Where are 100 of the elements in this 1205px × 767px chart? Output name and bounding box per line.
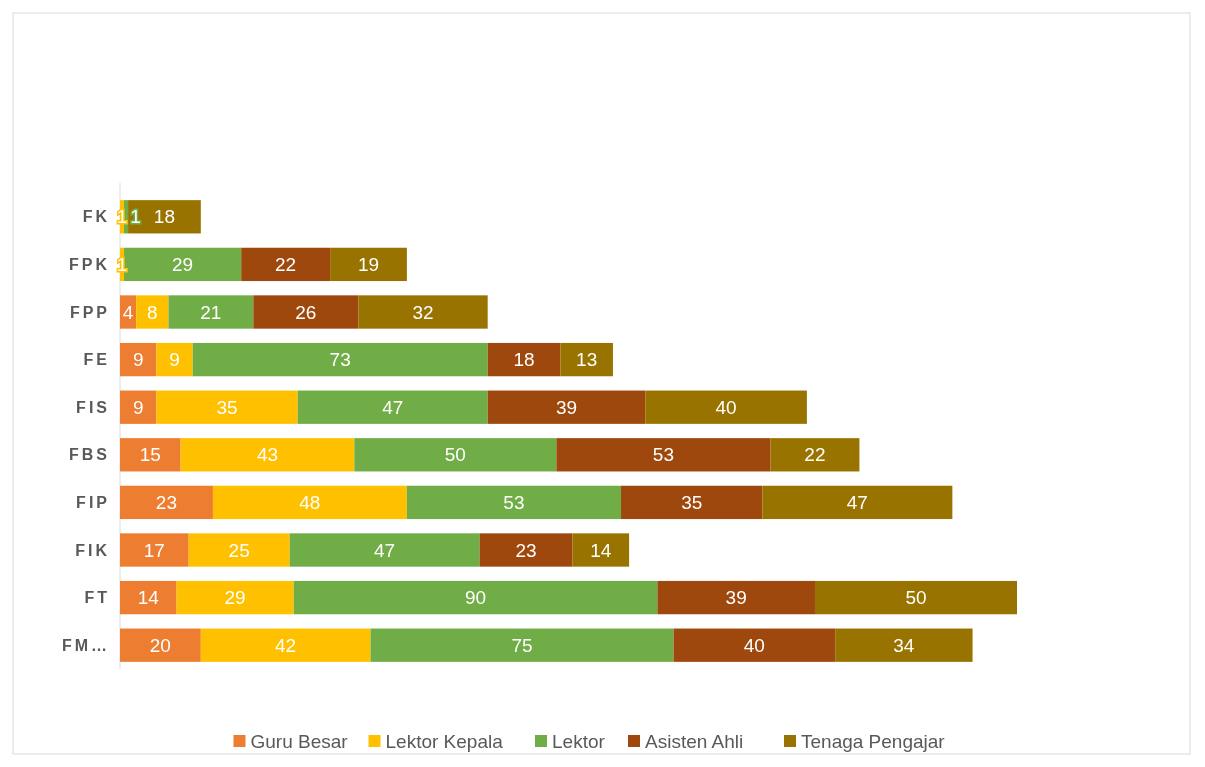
- data-label: 90: [464, 587, 487, 609]
- data-label: 53: [652, 444, 674, 466]
- data-label: 29: [224, 587, 246, 609]
- data-label: 1: [116, 254, 128, 276]
- data-label: 48: [299, 492, 321, 514]
- y-tick-label: FPP: [69, 303, 110, 321]
- data-label: 39: [725, 587, 747, 609]
- bar: [156, 342, 193, 377]
- y-tick-label: FIK: [75, 541, 110, 559]
- bar: [180, 438, 355, 472]
- data-label: 9: [169, 349, 180, 371]
- data-label: 75: [511, 634, 533, 656]
- bar: [188, 533, 290, 567]
- legend-label: Lektor Kepala: [385, 730, 504, 752]
- bar: [156, 390, 298, 424]
- bar: [120, 390, 157, 424]
- data-label: 47: [846, 492, 868, 514]
- bar: [120, 580, 177, 615]
- bar: [136, 295, 169, 329]
- data-label: 50: [905, 587, 927, 609]
- y-tick-label: FBS: [69, 446, 110, 464]
- bar: [487, 342, 561, 377]
- bar: [645, 390, 807, 424]
- data-label: 53: [503, 492, 525, 514]
- y-tick-label: FT: [84, 589, 110, 607]
- data-label: 20: [149, 634, 171, 656]
- data-label: 40: [715, 396, 737, 418]
- data-label: 73: [329, 349, 351, 371]
- bar: [176, 580, 294, 615]
- data-label: 14: [590, 539, 612, 561]
- data-label: 8: [147, 301, 158, 323]
- legend-label: Tenaga Pengajar: [801, 730, 946, 752]
- bar: [354, 438, 557, 472]
- data-label: 43: [256, 444, 279, 466]
- data-label: 1: [130, 206, 141, 228]
- data-label: 19: [357, 254, 380, 276]
- legend-label: Lektor: [552, 730, 606, 752]
- y-tick-label: FE: [83, 351, 110, 369]
- bar: [289, 533, 480, 567]
- data-label: 21: [200, 301, 222, 323]
- data-label: 25: [228, 539, 250, 561]
- bar: [657, 580, 815, 615]
- bar: [762, 485, 953, 520]
- data-label: 9: [132, 396, 144, 418]
- bar: [406, 485, 622, 520]
- bar: [621, 485, 763, 520]
- bar: [253, 295, 359, 329]
- y-tick-label: FK: [82, 208, 110, 226]
- bar: [212, 485, 407, 520]
- data-label: 35: [681, 492, 703, 514]
- bar: [120, 533, 189, 567]
- data-label: 40: [743, 634, 765, 656]
- bar: [673, 628, 836, 662]
- data-label: 15: [139, 444, 161, 466]
- data-label: 18: [513, 349, 535, 371]
- data-label: 34: [893, 634, 915, 656]
- data-label: 23: [155, 492, 178, 514]
- bar: [120, 342, 157, 377]
- data-label: 9: [132, 349, 144, 371]
- bar: [358, 295, 488, 329]
- data-label: 1: [116, 206, 128, 228]
- bar: [293, 580, 658, 615]
- data-label: 42: [275, 634, 297, 656]
- bar: [770, 438, 860, 472]
- y-tick-label: FPK: [69, 256, 110, 273]
- data-label: 22: [275, 254, 297, 276]
- y-tick-label: FIS: [76, 398, 110, 416]
- bar: [120, 485, 213, 520]
- bar: [297, 390, 488, 424]
- data-label: 47: [382, 396, 404, 418]
- data-label: 39: [555, 396, 578, 418]
- data-label: 18: [153, 206, 175, 228]
- bar: [200, 628, 371, 662]
- bar: [479, 533, 573, 567]
- data-label: 26: [295, 301, 317, 323]
- bar: [560, 342, 613, 377]
- bar: [120, 438, 181, 472]
- legend-label: Asisten Ahli: [645, 730, 744, 752]
- bar: [330, 247, 407, 282]
- data-label: 4: [122, 301, 134, 323]
- data-label: 17: [143, 539, 165, 561]
- bar: [370, 628, 674, 662]
- data-label: 47: [374, 539, 396, 561]
- data-label: 50: [444, 444, 466, 466]
- bar: [572, 533, 630, 567]
- data-label: 14: [137, 587, 160, 609]
- bar: [241, 247, 331, 282]
- data-label: 29: [172, 254, 194, 276]
- bar: [168, 295, 254, 329]
- data-label: 13: [576, 349, 598, 371]
- bar: [835, 628, 973, 662]
- y-tick-label: FM…: [61, 636, 110, 654]
- data-label: 35: [216, 396, 238, 418]
- bar: [192, 342, 488, 377]
- bar: [487, 390, 646, 424]
- bar: [556, 438, 771, 472]
- data-label: 23: [515, 539, 537, 561]
- bar: [120, 628, 201, 662]
- bar: [814, 580, 1017, 615]
- y-tick-label: FIP: [76, 494, 110, 511]
